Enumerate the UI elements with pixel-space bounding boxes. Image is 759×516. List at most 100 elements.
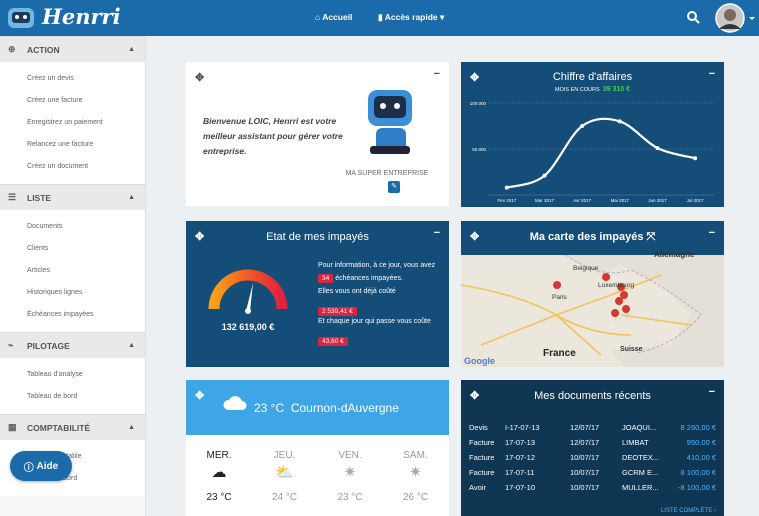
collapse-icon[interactable]: − (433, 68, 440, 80)
menu-item[interactable]: Historiques lignes (27, 289, 83, 296)
sidebar: ⊕ ACTION ▲ Créez un devis Créez une facture E… (0, 36, 146, 516)
doc-cell: Facture (469, 438, 495, 447)
doc-cell: 17-07-10 (505, 483, 536, 492)
menu-item[interactable]: Créez un document (27, 163, 89, 170)
section-header[interactable]: ⌁ PILOTAGE ▲ (0, 332, 145, 358)
unpaid-total: 132 619,00 € (221, 322, 275, 332)
section-icon: ☰ (8, 192, 17, 202)
doc-amount: 8 100,00 € (680, 468, 716, 477)
x-tick-label: Avr 2017 (573, 198, 591, 203)
doc-cell: 10/07/17 (570, 453, 600, 462)
doc-cell: Facture (469, 468, 495, 477)
menu-item[interactable]: Relancez une facture (27, 141, 94, 148)
map-label: Luxembourg (598, 282, 635, 289)
doc-cell: Avoir (469, 483, 486, 492)
menu-item[interactable]: Créez une facture (27, 97, 83, 104)
menu-item[interactable]: Articles (27, 267, 50, 274)
y-tick-label: 50.000 (472, 147, 486, 152)
menu-item[interactable]: Tableau d'analyse (27, 371, 83, 378)
cost-badge: 2 539,41 € (318, 300, 357, 318)
menu-item[interactable]: Échéances impayées (27, 311, 94, 318)
line-series (506, 117, 696, 189)
collapse-icon[interactable]: − (433, 227, 440, 239)
doc-amount: 410,00 € (686, 453, 716, 462)
map (461, 255, 724, 367)
weather-icon: ☁ (211, 464, 227, 481)
mascot (368, 90, 412, 154)
doc-amount: 8 260,00 € (680, 423, 716, 432)
move-icon[interactable]: ✥ (470, 231, 480, 243)
card-title: Etat de mes impayés (266, 231, 369, 243)
collapse-icon[interactable]: − (708, 227, 715, 239)
line-chart: 50.000 100.000 Fev 2017 Mar 2017 Avr 2017 Mai… (470, 101, 714, 203)
search-icon[interactable] (686, 10, 700, 24)
section-header[interactable]: ☰ LISTE ▲ (0, 184, 145, 210)
link-label: LISTE COMPLÈTE (660, 508, 713, 514)
move-icon[interactable]: ✥ (470, 390, 480, 402)
section-items: Tableau d'analyse Tableau de bord (0, 358, 145, 414)
doc-cell: JOAQUI... (622, 423, 657, 432)
current-value: 39 310 € (602, 86, 630, 93)
list-link[interactable]: LISTE COMPLÈTE › (660, 508, 716, 514)
nav-home[interactable]: ⌂ Accueil (315, 12, 353, 22)
section-title: ACTION (27, 44, 60, 55)
doc-amount: -8 100,00 € (678, 483, 716, 492)
section-header[interactable]: ⊕ ACTION ▲ (0, 36, 145, 62)
logo-text: Henrri (42, 4, 121, 29)
subtitle: MOIS EN COURS (555, 87, 600, 93)
doc-cell: 17-07-11 (505, 468, 535, 477)
x-tick-label: Jul 2017 (687, 198, 705, 203)
move-icon[interactable]: ✥ (470, 72, 480, 84)
doc-cell: 12/07/17 (570, 438, 600, 447)
nav-quick[interactable]: ▮ Accès rapide ▾ (378, 12, 445, 22)
doc-cell: Devis (469, 423, 488, 432)
doc-cell: 17-07-13 (505, 438, 536, 447)
data-point (617, 119, 622, 124)
weather-icon: ⛅ (275, 464, 294, 481)
edit-button[interactable]: ✎ (388, 181, 400, 193)
doc-cell: 17-07-12 (505, 453, 536, 462)
data-point (655, 146, 660, 151)
doc-cell: 10/07/17 (570, 483, 600, 492)
day-temp: 23 °C (337, 492, 363, 503)
menu-item[interactable]: Clients (27, 245, 49, 252)
day-name: MER. (206, 450, 232, 461)
card-title: Chiffre d'affaires (552, 71, 633, 83)
cloud-icon (223, 396, 247, 410)
collapse-icon[interactable]: − (708, 386, 715, 398)
move-icon[interactable]: ✥ (195, 390, 205, 402)
weather-current: 23 °C Cournon-dAuvergne (254, 401, 399, 415)
doc-cell: 12/07/17 (570, 423, 600, 432)
welcome-message: Bienvenue LOIC, Henrri est votre meilleu… (203, 116, 343, 156)
day-name: SAM. (403, 450, 428, 461)
collapse-icon[interactable]: − (708, 68, 715, 80)
card-subtitle: MOIS EN COURS 39 310 € (461, 86, 724, 93)
section-title: LISTE (27, 192, 52, 203)
day-name: JEU. (273, 450, 296, 461)
section-items: Créez un devis Créez une facture Enregistr… (0, 62, 145, 184)
menu-item[interactable]: Enregistrez un paiement (27, 119, 103, 126)
day-name: VEN. (338, 450, 362, 461)
move-icon[interactable]: ✥ (195, 231, 205, 243)
day-temp: 24 °C (271, 492, 298, 503)
help-button[interactable]: ⓘ Aide (10, 451, 72, 481)
data-point (693, 156, 698, 161)
avatar[interactable] (714, 2, 758, 34)
map-label: Suisse (620, 346, 643, 353)
doc-cell: Facture (469, 453, 495, 462)
logo-icon (8, 8, 34, 28)
section-icon: ⊕ (8, 44, 16, 54)
menu-item[interactable]: Créez un devis (27, 75, 74, 82)
daily-badge: 43,60 € (318, 330, 348, 348)
daily-value: 43,60 € (318, 337, 348, 346)
doc-amount: 950,00 € (686, 438, 716, 447)
section-header[interactable]: ▦ COMPTABILITÉ ▲ (0, 414, 145, 440)
menu-item[interactable]: Documents (27, 223, 63, 230)
menu-item[interactable]: Tableau de bord (27, 393, 78, 400)
unpaid-info: Pour information, à ce jour, vous avez 3… (318, 259, 443, 285)
x-tick-label: Mar 2017 (535, 198, 555, 203)
gauge (208, 269, 288, 314)
city: Cournon-dAuvergne (290, 401, 399, 415)
move-icon[interactable]: ✥ (195, 72, 205, 84)
doc-cell: LIMBAT (622, 438, 649, 447)
